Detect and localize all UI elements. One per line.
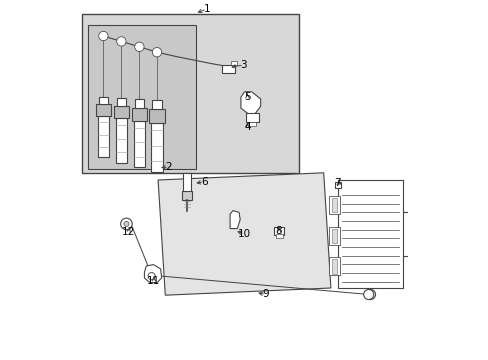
Bar [98, 116, 109, 157]
Text: 7: 7 [333, 177, 340, 188]
Text: 12: 12 [122, 227, 135, 237]
Text: 9: 9 [262, 289, 269, 300]
Bar [183, 173, 190, 193]
Circle shape [134, 42, 144, 51]
Text: 1: 1 [203, 4, 209, 14]
Text: 3: 3 [240, 60, 246, 70]
Polygon shape [144, 265, 162, 283]
Circle shape [121, 218, 132, 230]
Bar [182, 191, 192, 200]
Bar [331, 229, 336, 243]
Bar [328, 257, 339, 275]
Text: 6: 6 [201, 177, 207, 187]
Text: 8: 8 [275, 226, 282, 236]
Bar [274, 227, 284, 235]
Bar [133, 121, 145, 167]
Bar [231, 61, 236, 65]
Text: 4: 4 [244, 122, 250, 132]
Polygon shape [158, 173, 330, 295]
Text: 5: 5 [244, 92, 250, 102]
Bar [152, 100, 162, 109]
Bar [328, 227, 339, 245]
Bar [328, 196, 339, 214]
Text: 2: 2 [165, 162, 172, 172]
Bar [149, 109, 164, 123]
Circle shape [123, 221, 129, 226]
Text: 10: 10 [238, 229, 250, 239]
Circle shape [152, 48, 162, 57]
Circle shape [365, 289, 375, 300]
Bar [335, 182, 340, 188]
Bar [132, 108, 146, 121]
Circle shape [363, 289, 373, 300]
Bar [96, 104, 111, 116]
Bar [331, 198, 336, 212]
Polygon shape [241, 92, 260, 115]
Bar [115, 118, 127, 163]
Bar [337, 180, 402, 288]
Bar [82, 14, 298, 173]
Bar [114, 106, 129, 118]
Circle shape [99, 31, 108, 41]
Bar [117, 98, 126, 106]
Bar [275, 234, 283, 238]
Circle shape [148, 273, 155, 280]
Bar [249, 122, 255, 126]
Bar [134, 99, 144, 108]
Bar [88, 25, 196, 169]
Polygon shape [230, 211, 240, 229]
Bar [331, 259, 336, 274]
Text: 11: 11 [147, 276, 160, 286]
Bar [99, 97, 108, 104]
Circle shape [117, 37, 126, 46]
Bar [151, 123, 163, 172]
Bar [245, 113, 259, 122]
Bar [222, 65, 234, 73]
